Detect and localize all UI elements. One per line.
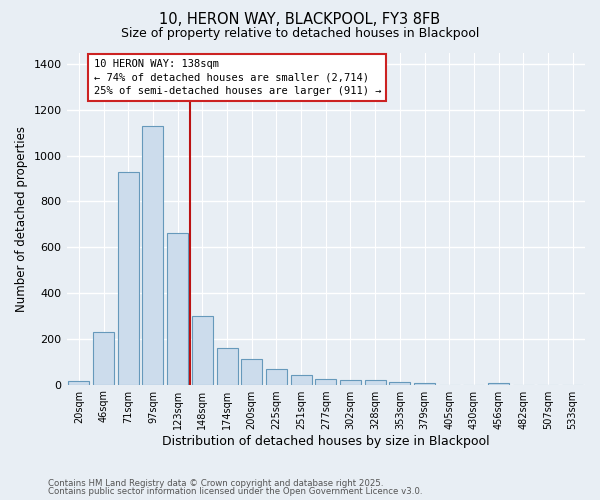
Text: Size of property relative to detached houses in Blackpool: Size of property relative to detached ho… [121, 28, 479, 40]
Bar [389, 382, 410, 384]
Bar [68, 381, 89, 384]
Bar [414, 383, 435, 384]
Y-axis label: Number of detached properties: Number of detached properties [15, 126, 28, 312]
Bar [118, 172, 139, 384]
Bar [266, 368, 287, 384]
Bar [290, 376, 311, 384]
Bar [241, 360, 262, 384]
Text: 10 HERON WAY: 138sqm
← 74% of detached houses are smaller (2,714)
25% of semi-de: 10 HERON WAY: 138sqm ← 74% of detached h… [94, 60, 381, 96]
X-axis label: Distribution of detached houses by size in Blackpool: Distribution of detached houses by size … [162, 434, 490, 448]
Text: Contains public sector information licensed under the Open Government Licence v3: Contains public sector information licen… [48, 487, 422, 496]
Text: 10, HERON WAY, BLACKPOOL, FY3 8FB: 10, HERON WAY, BLACKPOOL, FY3 8FB [160, 12, 440, 28]
Bar [93, 332, 114, 384]
Bar [365, 380, 386, 384]
Bar [217, 348, 238, 385]
Bar [167, 234, 188, 384]
Bar [340, 380, 361, 384]
Text: Contains HM Land Registry data © Crown copyright and database right 2025.: Contains HM Land Registry data © Crown c… [48, 478, 383, 488]
Bar [142, 126, 163, 384]
Bar [315, 379, 336, 384]
Bar [192, 316, 213, 384]
